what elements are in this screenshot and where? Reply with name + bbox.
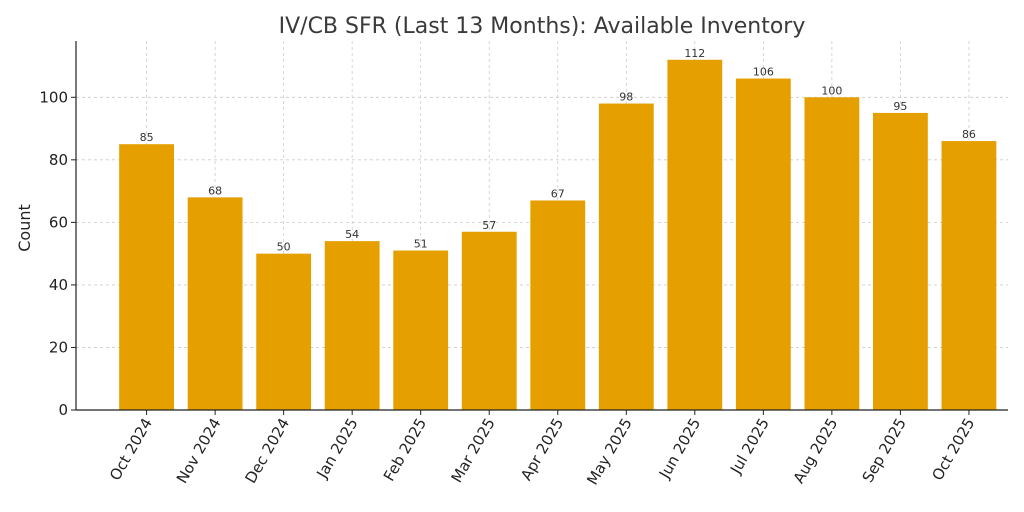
x-tick-label: Dec 2024 bbox=[242, 415, 294, 486]
data-label: 50 bbox=[277, 241, 291, 254]
x-tick-label: Oct 2025 bbox=[928, 415, 978, 484]
data-label: 67 bbox=[551, 187, 565, 200]
bar bbox=[324, 241, 380, 410]
x-tick-label: Aug 2025 bbox=[790, 415, 842, 487]
x-tick-label: Jan 2025 bbox=[313, 415, 362, 482]
bars bbox=[119, 59, 997, 411]
bar bbox=[804, 97, 860, 410]
bar bbox=[872, 112, 928, 410]
y-ticks: 0 20 40 60 80 100 bbox=[39, 88, 76, 419]
data-label: 98 bbox=[619, 91, 633, 104]
y-tick-label: 80 bbox=[49, 151, 68, 169]
y-tick-label: 60 bbox=[49, 213, 68, 231]
x-tick-label: Mar 2025 bbox=[447, 415, 498, 486]
data-label: 57 bbox=[482, 219, 496, 232]
x-tick-label: Apr 2025 bbox=[517, 415, 567, 484]
x-tick-label: Jul 2025 bbox=[726, 415, 773, 478]
x-tick-label: Oct 2024 bbox=[106, 415, 156, 484]
y-tick-label: 100 bbox=[39, 88, 68, 106]
bar bbox=[119, 144, 174, 410]
data-label: 54 bbox=[345, 228, 359, 241]
bar bbox=[187, 197, 243, 410]
data-labels: 85 68 50 54 51 57 67 98 112 106 100 95 86 bbox=[140, 47, 976, 254]
data-label: 100 bbox=[821, 84, 842, 97]
x-ticks: Oct 2024 Nov 2024 Dec 2024 Jan 2025 Feb 2025… bbox=[106, 410, 978, 488]
bar bbox=[256, 253, 312, 410]
data-label: 112 bbox=[684, 47, 705, 60]
data-label: 106 bbox=[753, 66, 774, 79]
data-label: 68 bbox=[208, 184, 222, 197]
data-label: 86 bbox=[962, 128, 976, 141]
bar bbox=[667, 59, 723, 411]
axes bbox=[75, 41, 1008, 411]
y-axis-label: Count bbox=[15, 204, 34, 252]
data-label: 51 bbox=[414, 238, 428, 251]
bar bbox=[735, 78, 791, 410]
data-label: 95 bbox=[893, 100, 907, 113]
data-label: 85 bbox=[140, 131, 154, 144]
x-tick-label: Sep 2025 bbox=[859, 415, 910, 486]
y-tick-label: 20 bbox=[49, 338, 68, 356]
bar bbox=[530, 200, 586, 410]
bar bbox=[461, 231, 517, 410]
y-tick-label: 40 bbox=[49, 276, 68, 294]
x-tick-label: May 2025 bbox=[583, 415, 636, 488]
x-tick-label: Jun 2025 bbox=[655, 415, 704, 482]
bar bbox=[393, 250, 449, 410]
x-tick-label: Feb 2025 bbox=[380, 415, 430, 484]
x-tick-label: Nov 2024 bbox=[173, 415, 225, 487]
bar bbox=[598, 103, 654, 411]
bar bbox=[941, 141, 997, 410]
chart-title: IV/CB SFR (Last 13 Months): Available In… bbox=[279, 14, 806, 39]
y-tick-label: 0 bbox=[58, 401, 68, 419]
